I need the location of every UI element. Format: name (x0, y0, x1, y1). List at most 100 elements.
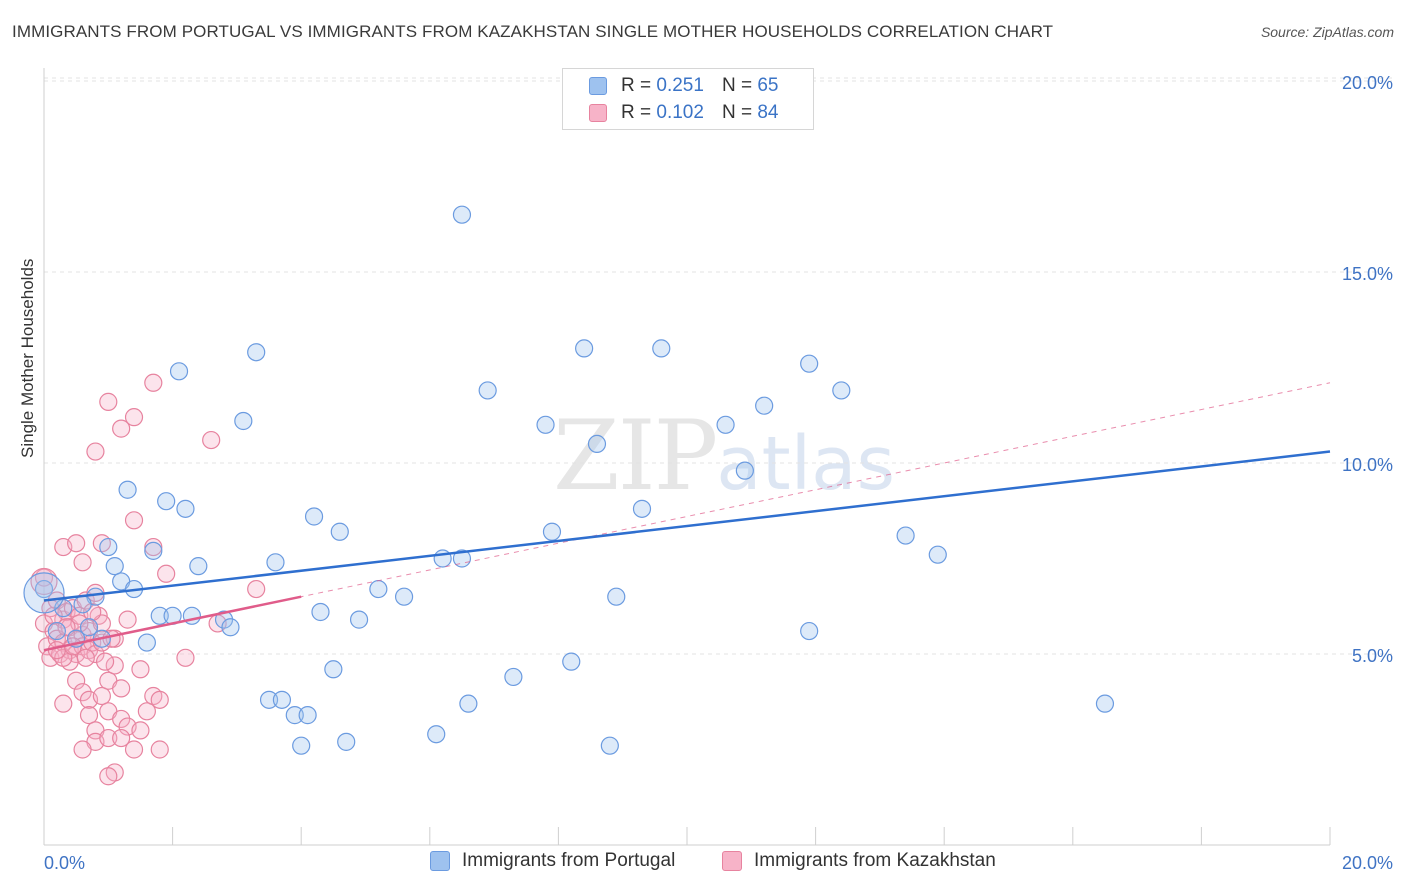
data-point (124, 740, 144, 759)
source-credit: Source: ZipAtlas.com (1260, 24, 1394, 40)
data-point (95, 652, 115, 671)
data-point (131, 660, 150, 679)
data-point (562, 652, 581, 671)
data-point (99, 392, 118, 411)
data-point (234, 411, 253, 431)
data-point (67, 671, 86, 690)
data-point (144, 541, 163, 560)
correlation-legend: R = 0.251 N = 65 R = 0.102 N = 84 (562, 68, 814, 130)
legend-n-label: N = (721, 75, 753, 96)
data-point (67, 534, 86, 553)
series-legend: Immigrants from Portugal Immigrants from… (0, 850, 1406, 880)
data-point (735, 461, 754, 480)
data-point (542, 522, 562, 541)
data-point (86, 442, 105, 461)
data-point (76, 648, 95, 667)
data-point (369, 579, 388, 599)
data-point (150, 606, 169, 625)
data-point (169, 362, 189, 381)
data-point (452, 205, 472, 224)
data-point (800, 621, 819, 641)
data-point-large (23, 572, 65, 614)
data-point (202, 430, 221, 450)
data-point (144, 537, 163, 557)
data-point (272, 690, 292, 709)
legend-item-portugal[interactable]: Immigrants from Portugal (430, 850, 675, 872)
data-point (73, 553, 92, 572)
data-point (44, 606, 63, 625)
data-point (221, 618, 240, 637)
data-point (79, 618, 99, 637)
data-point (47, 641, 66, 660)
data-point (73, 683, 92, 702)
data-point (337, 732, 356, 751)
data-point (800, 354, 819, 373)
data-point (575, 339, 594, 358)
data-point (99, 728, 118, 748)
data-point (105, 656, 124, 675)
data-point (144, 373, 163, 392)
data-point (1095, 694, 1115, 713)
legend-row-portugal: R = 0.251 N = 65 (589, 73, 778, 99)
data-point (112, 419, 131, 438)
data-point (600, 736, 619, 755)
data-point (83, 602, 102, 622)
data-point (92, 686, 111, 706)
y-tick-label: 20.0% (1342, 73, 1393, 93)
data-point (99, 537, 118, 557)
data-point (124, 511, 144, 530)
data-point (99, 767, 118, 786)
data-point (118, 610, 137, 629)
legend-n-value: 65 (757, 75, 779, 96)
data-point (459, 694, 478, 713)
data-point (247, 579, 266, 599)
data-point (54, 694, 73, 713)
data-point (832, 381, 851, 400)
data-point (176, 499, 195, 518)
legend-n-label: N = (721, 102, 753, 123)
data-point (86, 644, 105, 664)
legend-r-value: 0.102 (656, 102, 704, 123)
legend-item-kazakhstan[interactable]: Immigrants from Kazakhstan (722, 850, 996, 872)
data-point (150, 690, 169, 709)
y-tick-label: 15.0% (1342, 264, 1393, 284)
legend-swatch-kazakhstan (722, 851, 742, 871)
legend-n-value: 84 (757, 102, 779, 123)
data-point (124, 408, 144, 427)
data-point (214, 610, 234, 629)
data-point (105, 557, 124, 576)
data-point (755, 396, 774, 415)
data-point (47, 621, 66, 641)
data-point (112, 728, 131, 748)
trend-line-portugal (43, 450, 1331, 602)
data-point (292, 736, 311, 755)
chart-title: IMMIGRANTS FROM PORTUGAL VS IMMIGRANTS F… (12, 22, 1054, 41)
data-point (112, 709, 131, 729)
legend-row-kazakhstan: R = 0.102 N = 84 (589, 100, 778, 126)
data-point (587, 434, 607, 453)
portugal-points (23, 205, 1115, 755)
watermark-zip: ZIP (553, 400, 718, 512)
data-point (324, 660, 343, 679)
grid-lines (44, 77, 1392, 655)
data-point (285, 706, 304, 725)
trend-lines (43, 382, 1331, 652)
data-point (137, 633, 156, 652)
data-point (34, 579, 54, 599)
data-point (79, 706, 99, 725)
watermark: ZIPatlas (553, 400, 895, 512)
data-point (304, 507, 324, 526)
data-point (330, 522, 349, 541)
legend-swatch-portugal (430, 851, 450, 871)
data-point (112, 679, 131, 698)
data-point (189, 557, 208, 576)
legend-swatch-portugal (589, 77, 607, 95)
trend-line-kazakhstan-extended (43, 382, 1331, 651)
x-tick-label: 20.0% (1342, 853, 1393, 873)
data-point (311, 602, 330, 622)
data-point (928, 545, 947, 564)
data-point (504, 667, 523, 687)
legend-r-label: R = (621, 75, 652, 96)
data-point (176, 648, 195, 667)
